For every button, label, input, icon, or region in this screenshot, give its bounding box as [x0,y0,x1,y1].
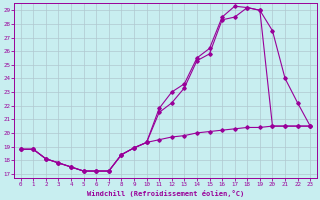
X-axis label: Windchill (Refroidissement éolien,°C): Windchill (Refroidissement éolien,°C) [87,190,244,197]
